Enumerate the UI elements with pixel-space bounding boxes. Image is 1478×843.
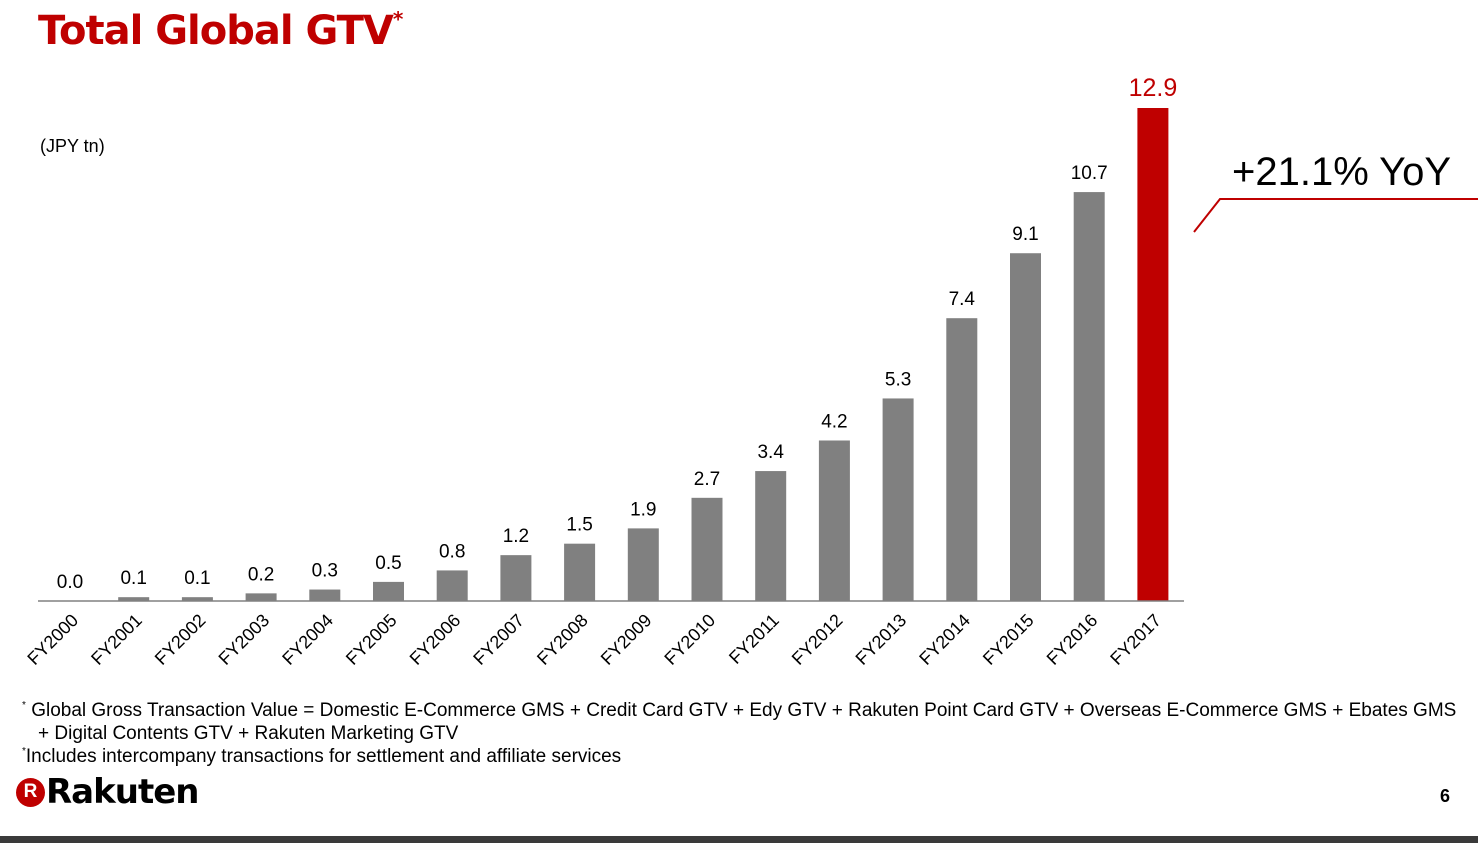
y-axis-unit-label: (JPY tn) [40,136,105,156]
data-label: 4.2 [821,411,847,432]
bar-FY2007 [500,555,532,601]
data-label: 0.8 [439,541,465,562]
x-tick-label: FY2011 [725,610,783,668]
rakuten-r-icon: R [16,777,45,807]
footnote-1: * Global Gross Transaction Value = Domes… [22,700,1456,722]
x-tick-label: FY2003 [215,610,274,669]
x-tick-label: FY2007 [469,610,528,669]
data-label: 12.9 [1129,74,1178,102]
x-tick-label: FY2016 [1043,610,1102,669]
data-label: 1.9 [630,499,656,520]
data-label: 1.5 [566,515,592,536]
title-text: Total Global GTV [38,8,394,54]
bar-FY2017 [1137,108,1169,601]
x-tick-label: FY2008 [533,610,592,669]
title-footnote-mark: * [392,6,404,31]
bar-FY2001 [118,597,150,601]
footnote-2: *Includes intercompany transactions for … [22,746,621,768]
x-tick-label: FY2006 [406,610,465,669]
data-label: 7.4 [949,289,976,310]
data-label: 0.1 [184,568,210,589]
rakuten-logo: R Rakuten [16,772,199,812]
rakuten-wordmark: Rakuten [46,772,199,812]
bar-FY2004 [309,589,341,601]
x-tick-label: FY2015 [979,610,1038,669]
footnote-mark: * [22,700,26,711]
footnote-text: Includes intercompany transactions for s… [25,746,622,767]
yoy-callout-line [1193,198,1478,233]
bar-FY2016 [1073,192,1105,601]
x-tick-label: FY2017 [1106,610,1165,669]
data-label: 0.0 [57,572,83,593]
bar-FY2014 [946,318,978,601]
data-label: 9.1 [1012,224,1038,245]
data-label: 0.2 [248,564,274,585]
x-tick-label: FY2009 [597,610,656,669]
bar-FY2013 [882,398,914,601]
data-label: 1.2 [503,526,529,547]
bar-FY2009 [627,528,659,601]
x-tick-label: FY2013 [852,610,911,669]
data-label: 3.4 [757,442,784,463]
footnote-1-continued: + Digital Contents GTV + Rakuten Marketi… [38,723,458,745]
bar-FY2015 [1010,253,1041,602]
x-tick-label: FY2010 [660,610,719,669]
bar-FY2012 [818,440,850,601]
bottom-bar [0,836,1478,843]
data-label: 0.1 [120,568,146,589]
x-tick-label: FY2004 [278,610,337,669]
bar-FY2008 [564,543,596,601]
bar-FY2011 [755,471,787,601]
data-label: 2.7 [694,469,720,490]
data-label: 0.5 [375,553,401,574]
slide-title: Total Global GTV* [38,6,404,54]
bar-FY2006 [436,570,468,601]
bar-FY2005 [373,581,404,601]
bar-FY2002 [181,597,213,601]
footnote-mark: * [22,746,26,757]
page-number: 6 [1440,786,1451,806]
bar-chart: 0.0FY20000.1FY20010.1FY20020.2FY20030.3F… [23,74,1478,669]
footnote-text: + Digital Contents GTV + Rakuten Marketi… [38,723,459,744]
x-tick-label: FY2012 [788,610,847,669]
footnote-text: Global Gross Transaction Value = Domesti… [31,700,1457,721]
data-label: 0.3 [312,561,338,582]
bar-FY2010 [691,497,723,601]
data-label: 5.3 [885,369,911,390]
yoy-annotation: +21.1% YoY [1232,150,1452,194]
x-tick-label: FY2002 [151,610,210,669]
x-tick-label: FY2005 [342,610,401,669]
x-tick-label: FY2000 [23,610,82,669]
bar-FY2003 [245,593,277,601]
x-tick-label: FY2014 [915,610,974,669]
x-tick-label: FY2001 [87,610,146,669]
data-label: 10.7 [1071,163,1108,184]
